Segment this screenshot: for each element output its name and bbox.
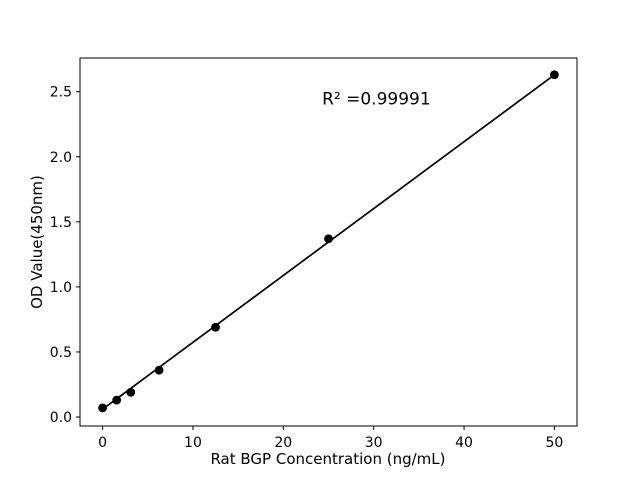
y-tick-label: 0.5 [50, 345, 72, 361]
axis-ticks: 0 10 20 30 40 50 0.0 0.5 1.0 1.5 2.0 2.5 [50, 85, 564, 451]
r-squared-annotation: R² =0.99991 [322, 90, 431, 110]
x-tick-label: 30 [365, 435, 383, 451]
data-point [112, 395, 122, 405]
x-tick-label: 50 [545, 435, 563, 451]
y-tick-label: 1.5 [50, 215, 72, 231]
x-axis-label: Rat BGP Concentration (ng/mL) [210, 450, 445, 468]
data-point [324, 234, 333, 244]
y-tick-label: 2.0 [50, 150, 72, 166]
y-axis-label: OD Value(450nm) [28, 175, 46, 309]
x-tick-label: 10 [184, 435, 202, 451]
data-point [126, 387, 136, 397]
plot-area-spine [79, 57, 578, 427]
data-point [98, 403, 107, 413]
x-tick-label: 40 [455, 435, 473, 451]
plot-border [79, 57, 578, 427]
x-tick-label: 0 [98, 435, 107, 451]
x-tick-label: 20 [274, 435, 292, 451]
y-tick-label: 0.0 [50, 410, 72, 426]
y-tick-label: 1.0 [50, 280, 72, 296]
data-point [154, 365, 164, 375]
y-tick-label: 2.5 [50, 85, 72, 101]
data-point [211, 322, 220, 332]
data-point [550, 70, 559, 80]
data-series [98, 70, 559, 413]
